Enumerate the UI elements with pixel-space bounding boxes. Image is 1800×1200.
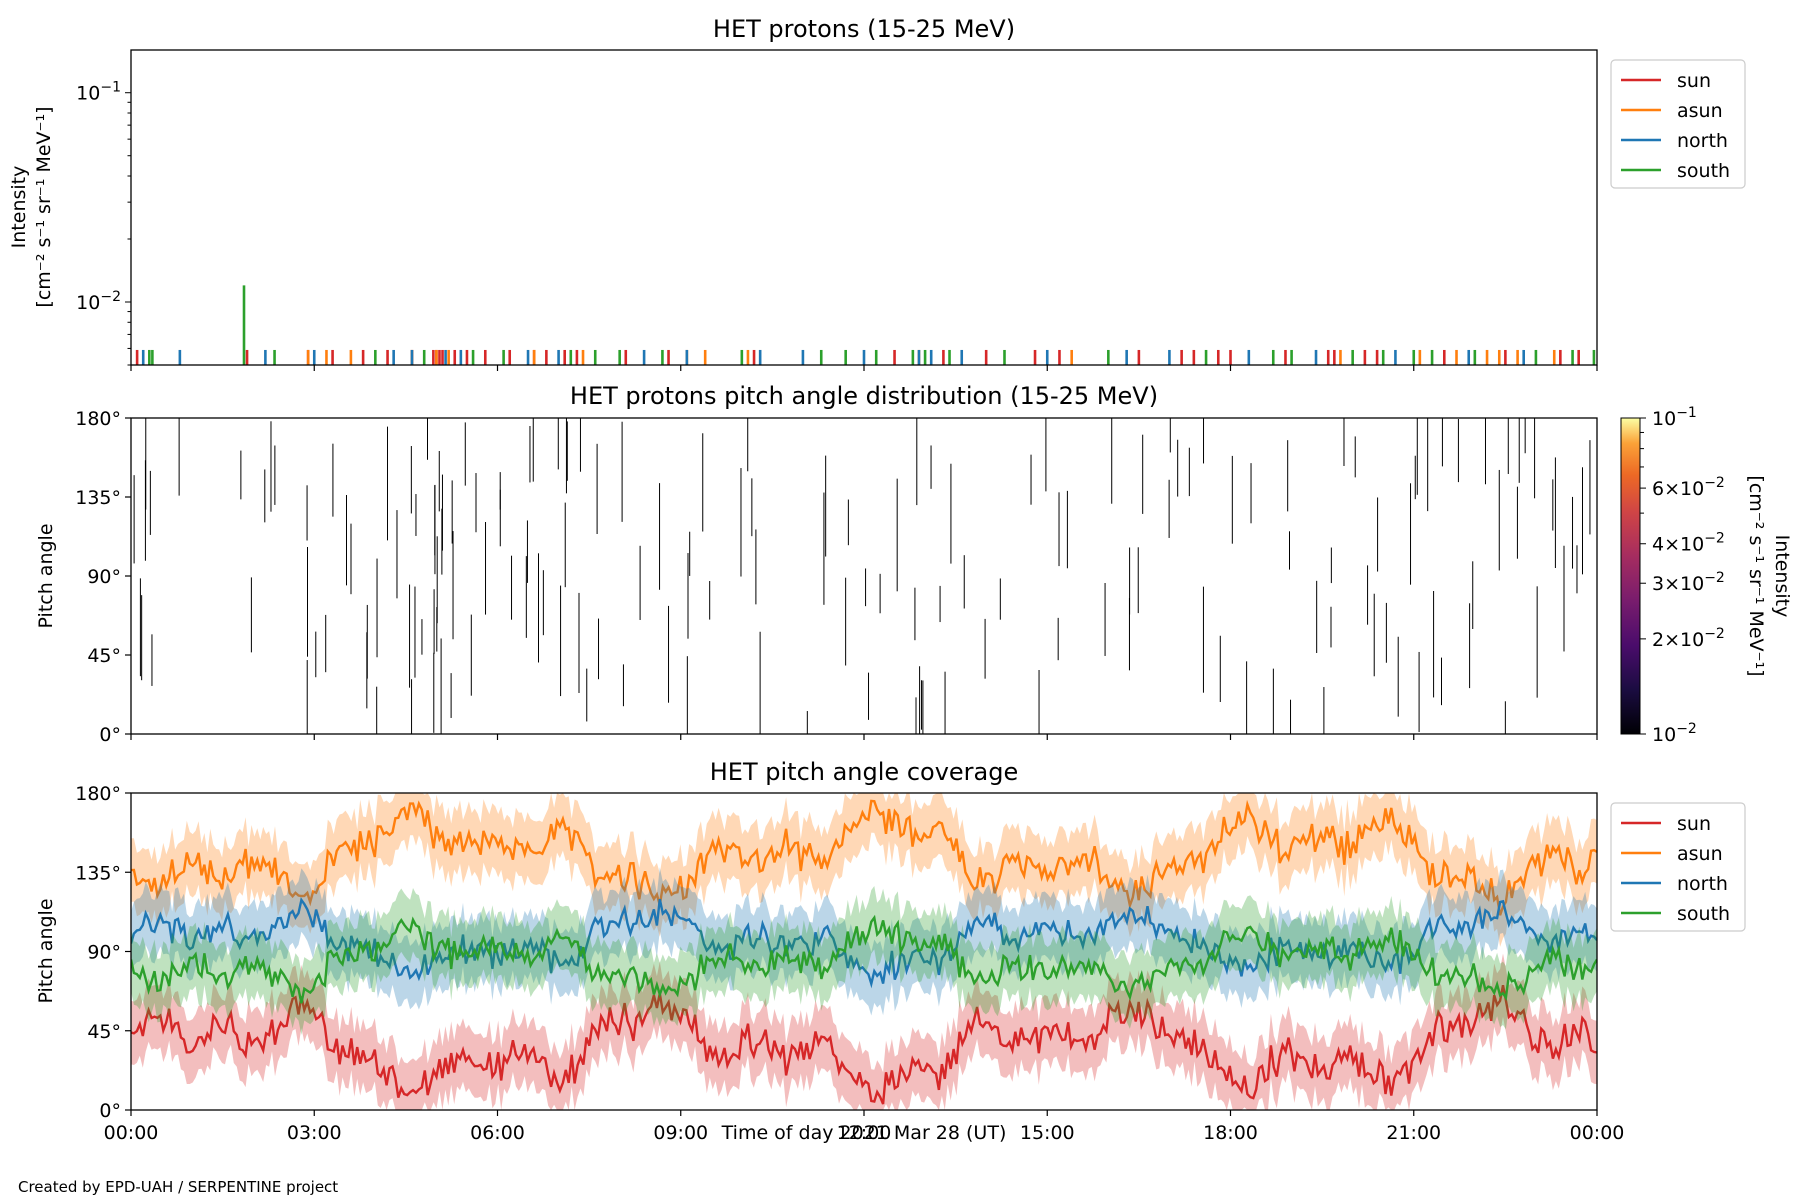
distribution-plot-area <box>133 418 1591 734</box>
colorbar-tick-label: 2×10−2 <box>1652 626 1725 651</box>
colorbar-tick-label: 10−1 <box>1652 405 1697 430</box>
legend-label-north: north <box>1677 873 1728 895</box>
legend-label-south: south <box>1677 160 1730 182</box>
y-tick-label: 135° <box>75 487 121 509</box>
x-tick-label: 15:00 <box>1020 1122 1075 1144</box>
y-tick-label: 45° <box>87 1021 121 1043</box>
colorbar-tick-label: 3×10−2 <box>1652 570 1725 595</box>
panel3-legend: sun asun north south <box>1610 802 1746 932</box>
panel3-ylabel: Pitch angle <box>35 898 57 1003</box>
legend-box <box>1610 59 1746 189</box>
panel2-y-axis: 0° 45° 90° 135° 180° <box>75 408 131 746</box>
coverage-line-sun <box>131 984 1597 1105</box>
y-tick-label: 10−2 <box>76 289 121 314</box>
coverage-band-north <box>131 867 1597 1016</box>
panel3-x-axis: 00:00 03:00 06:00 09:00 12:00 15:00 18:00 21:00… <box>104 1110 1625 1144</box>
x-tick-label: 03:00 <box>287 1122 342 1144</box>
panel1-x-ticks <box>130 365 1598 371</box>
panel1-ylabel-line1: Intensity <box>8 166 30 249</box>
y-tick-label: 0° <box>99 1100 121 1122</box>
x-tick-label: 18:00 <box>1203 1122 1258 1144</box>
credit-footer: Created by EPD-UAH / SERPENTINE project <box>18 1178 338 1196</box>
y-tick-label: 135° <box>75 862 121 884</box>
colorbar-ticks: 10−1 6×10−2 4×10−2 3×10−2 2×10−2 10−2 <box>1640 405 1725 746</box>
x-tick-label: 06:00 <box>470 1122 525 1144</box>
intensity-plot-area <box>135 285 1596 365</box>
panel1-y-axis: 10−1 10−2 <box>76 80 131 366</box>
legend-box <box>1610 802 1746 932</box>
coverage-band-south <box>131 886 1597 1035</box>
legend-label-asun: asun <box>1677 100 1723 122</box>
x-tick-label: 21:00 <box>1386 1122 1441 1144</box>
x-tick-label: 12:00 <box>837 1122 892 1144</box>
coverage-plot-area <box>131 793 1597 1110</box>
intensity-panel: HET protons (15-25 MeV) 10−1 10−2 Intensi… <box>8 15 1746 371</box>
coverage-line-south <box>131 914 1597 1004</box>
pitch-angle-coverage-panel: HET pitch angle coverage 0° 45° 90° 135° 180… <box>35 758 1746 1144</box>
pitch-angle-distribution-panel: HET protons pitch angle distribution (15… <box>35 382 1793 746</box>
x-tick-label: 09:00 <box>653 1122 708 1144</box>
y-tick-label: 45° <box>87 645 121 667</box>
legend-label-south: south <box>1677 903 1730 925</box>
colorbar-tick-label: 10−2 <box>1652 721 1697 746</box>
x-tick-label: 00:00 <box>104 1122 159 1144</box>
legend-label-asun: asun <box>1677 843 1723 865</box>
colorbar-tick-label: 4×10−2 <box>1652 531 1725 556</box>
y-tick-label: 180° <box>75 783 121 805</box>
panel1-legend: sun asun north south <box>1610 59 1746 189</box>
panel1-ylabel-line2: [cm⁻² s⁻¹ sr⁻¹ MeV⁻¹] <box>33 106 55 307</box>
y-tick-label: 10−1 <box>76 80 121 105</box>
x-tick-label: 00:00 <box>1570 1122 1625 1144</box>
colorbar <box>1620 417 1641 735</box>
y-tick-label: 180° <box>75 408 121 430</box>
panel3-title: HET pitch angle coverage <box>710 758 1018 786</box>
y-tick-label: 90° <box>87 942 121 964</box>
y-tick-label: 90° <box>87 566 121 588</box>
panel3-y-axis: 0° 45° 90° 135° 180° <box>75 783 131 1122</box>
panel1-title: HET protons (15-25 MeV) <box>713 15 1015 43</box>
colorbar-label-line1: Intensity <box>1771 535 1793 618</box>
colorbar-tick-label: 6×10−2 <box>1652 475 1725 500</box>
panel2-x-ticks <box>130 734 1598 740</box>
coverage-line-asun <box>131 799 1597 916</box>
panel1-frame <box>130 49 1598 366</box>
legend-label-sun: sun <box>1677 70 1711 92</box>
panel2-title: HET protons pitch angle distribution (15… <box>570 382 1158 410</box>
coverage-line-north <box>131 897 1597 989</box>
x-axis-label: Time of day 2021 Mar 28 (UT) <box>721 1122 1007 1144</box>
panel2-ylabel: Pitch angle <box>35 523 57 628</box>
y-tick-label: 0° <box>99 724 121 746</box>
legend-label-north: north <box>1677 130 1728 152</box>
colorbar-label-line2: [cm⁻² s⁻¹ sr⁻¹ MeV⁻¹] <box>1745 475 1767 676</box>
legend-label-sun: sun <box>1677 813 1711 835</box>
